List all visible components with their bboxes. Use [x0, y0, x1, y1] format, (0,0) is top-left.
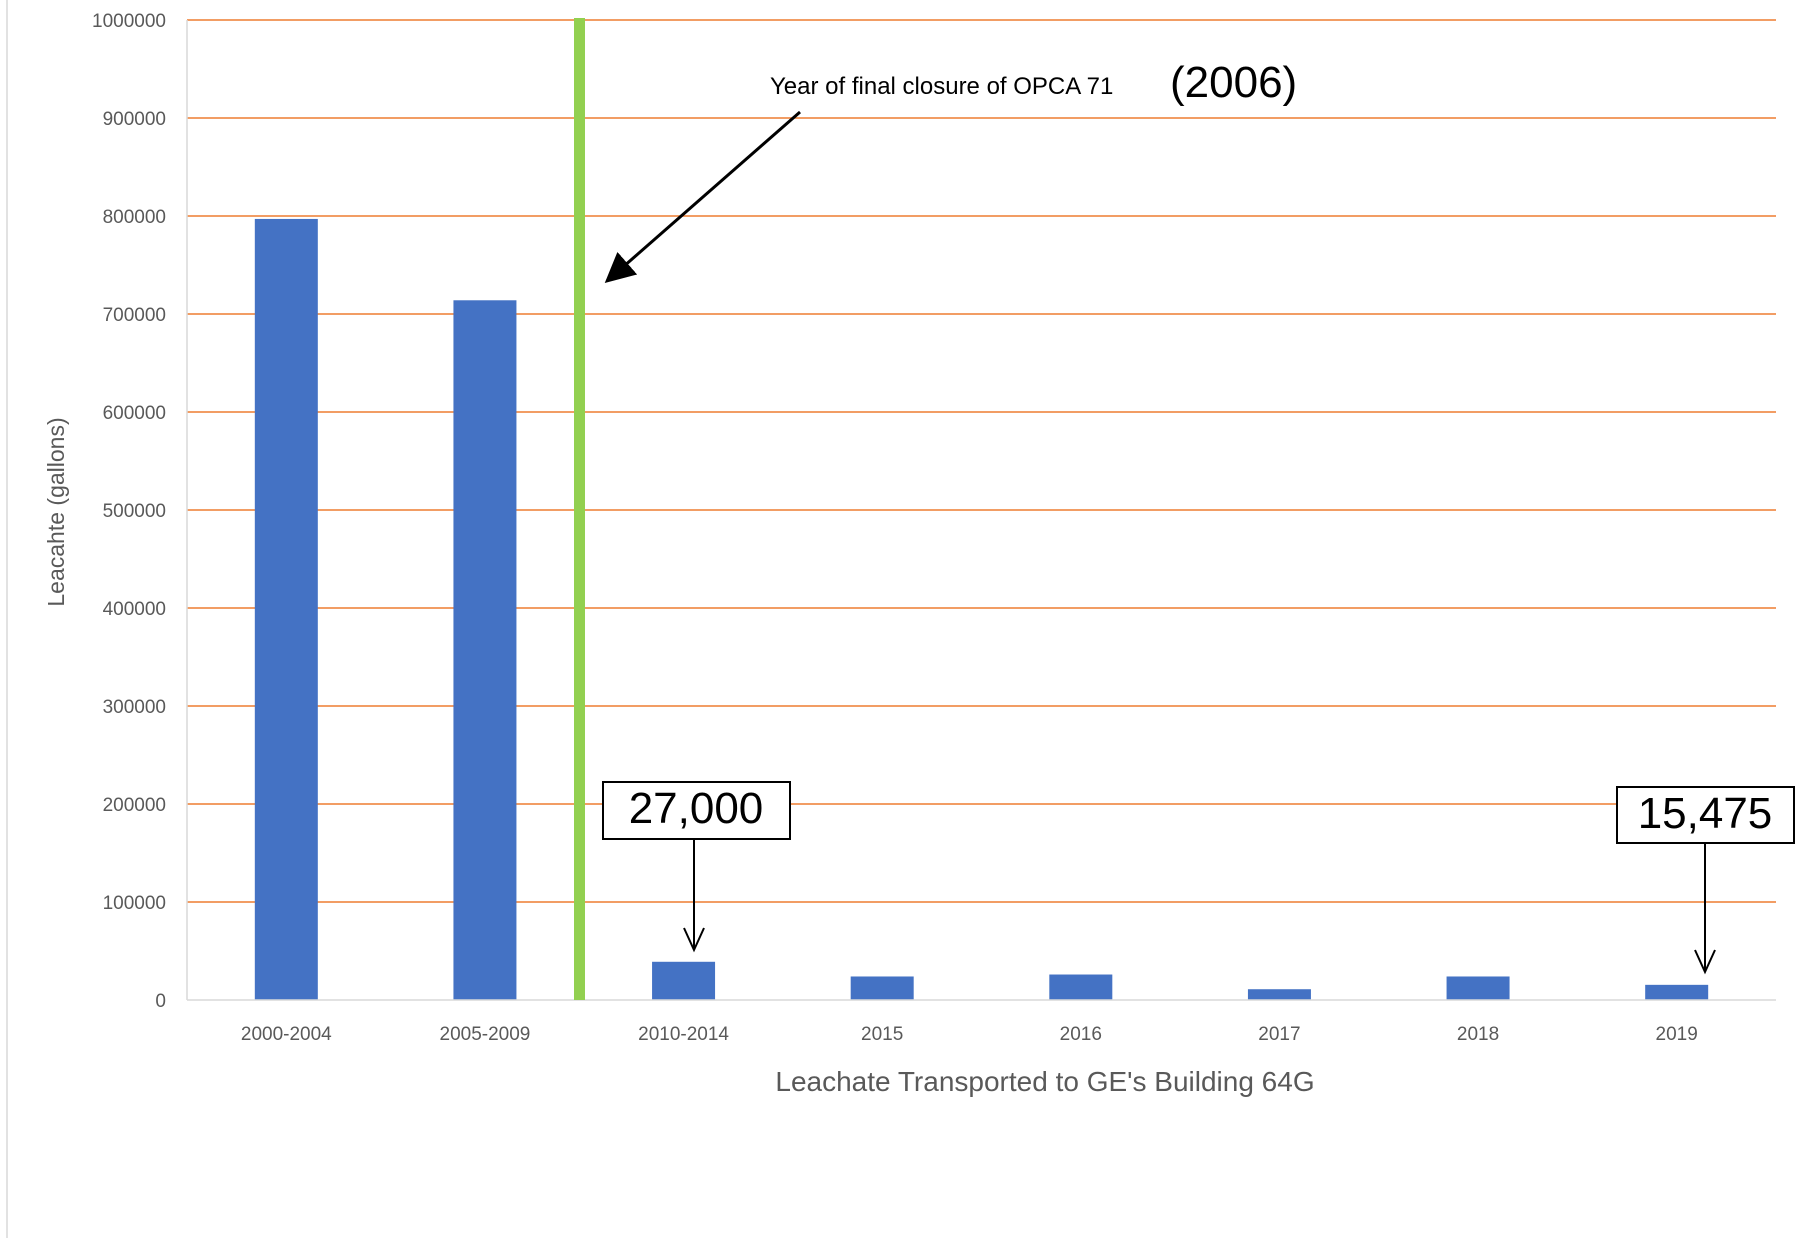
x-tick-label: 2000-2004	[241, 1024, 332, 1045]
x-tick-labels: 2000-2004 2005-2009 2010-2014 2015 2016 2017 2…	[241, 1024, 1698, 1045]
y-tick-label: 200000	[103, 795, 166, 816]
closure-marker-line	[574, 18, 585, 1000]
y-tick-label: 400000	[103, 599, 166, 620]
bar-2018	[1446, 976, 1510, 1000]
y-tick-label: 700000	[103, 305, 166, 326]
bar-2016	[1049, 974, 1113, 1000]
closure-arrow	[604, 110, 801, 283]
callout-15475-label: 15,475	[1638, 789, 1773, 838]
bars	[254, 218, 1709, 1000]
bar-2017	[1247, 989, 1311, 1000]
bar-2010-2014	[652, 961, 716, 1000]
y-axis-title: Leacahte (gallons)	[43, 417, 69, 606]
x-tick-label: 2017	[1258, 1024, 1300, 1045]
x-tick-label: 2018	[1457, 1024, 1499, 1045]
closure-annotation-label: Year of final closure of OPCA 71	[770, 73, 1113, 100]
x-tick-label: 2019	[1656, 1024, 1698, 1045]
bar-2015	[850, 976, 914, 1000]
y-tick-label: 0	[155, 991, 166, 1012]
callout-27000-label: 27,000	[629, 784, 764, 833]
x-axis-title: Leachate Transported to GE's Building 64…	[775, 1066, 1314, 1097]
x-tick-label: 2015	[861, 1024, 903, 1045]
y-tick-label: 900000	[103, 109, 166, 130]
x-tick-label: 2016	[1060, 1024, 1102, 1045]
bar-2005-2009	[453, 300, 517, 1000]
callout-15475-box	[1616, 786, 1795, 844]
y-tick-label: 100000	[103, 893, 166, 914]
x-tick-label: 2010-2014	[638, 1024, 729, 1045]
y-tick-label: 500000	[103, 501, 166, 522]
y-tick-label: 600000	[103, 403, 166, 424]
callout-27000-box	[602, 781, 791, 840]
y-tick-labels: 0 100000 200000 300000 400000 500000 600000 700…	[92, 11, 166, 1012]
y-tick-label: 300000	[103, 697, 166, 718]
gridlines	[187, 19, 1776, 903]
callout-15475-arrowhead	[1694, 949, 1716, 975]
callout-27000-arrowhead	[683, 927, 705, 953]
bar-2000-2004	[254, 218, 318, 1000]
x-tick-label: 2005-2009	[440, 1024, 531, 1045]
closure-annotation-year: (2006)	[1170, 58, 1297, 107]
bar-2019	[1645, 984, 1709, 1000]
y-tick-label: 800000	[103, 207, 166, 228]
y-tick-label: 1000000	[92, 11, 166, 32]
